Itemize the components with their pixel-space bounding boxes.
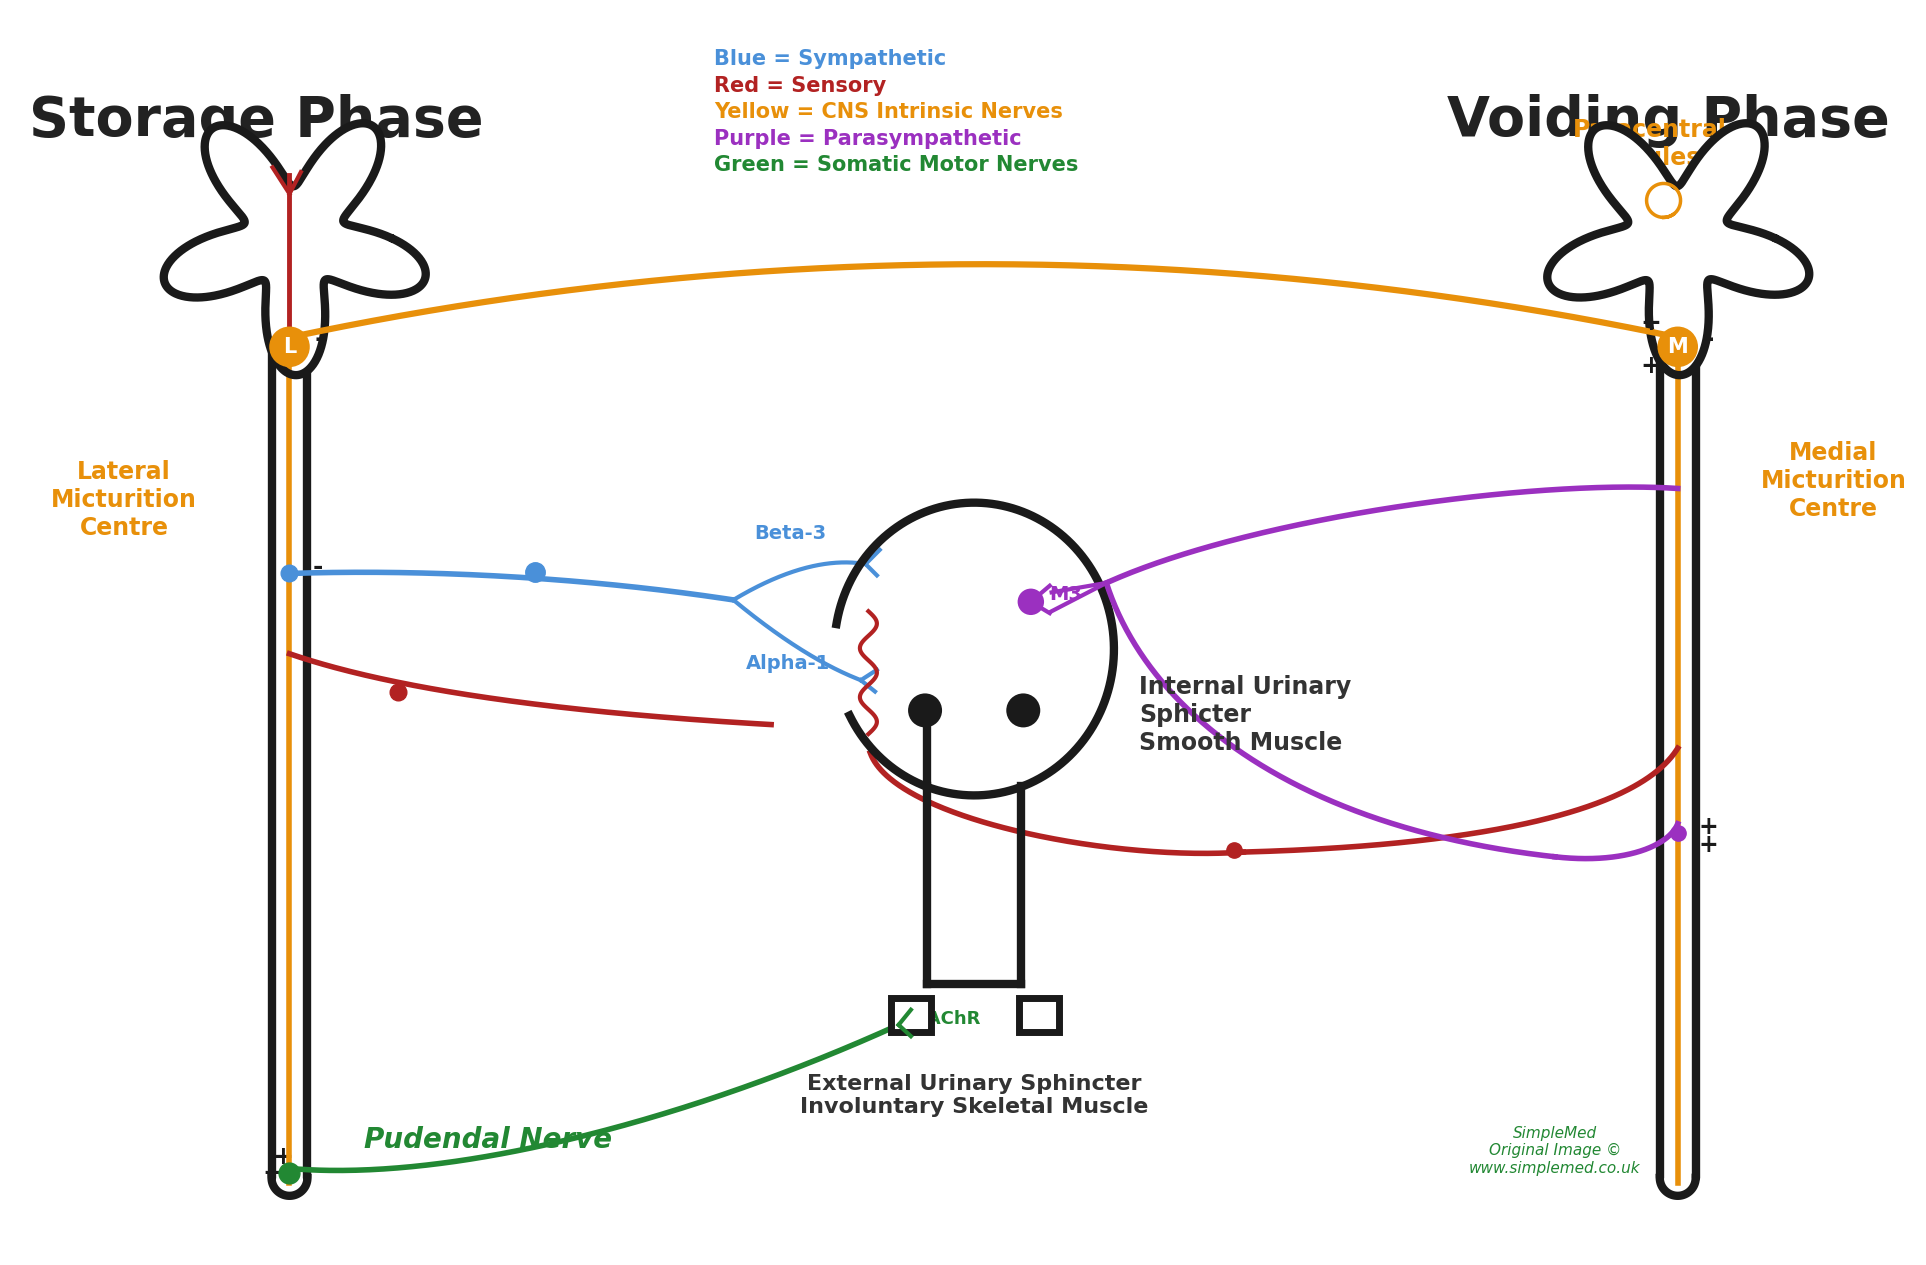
Circle shape xyxy=(1658,328,1697,366)
Text: Storage Phase: Storage Phase xyxy=(29,94,483,148)
Text: Stretch
Receptor: Stretch Receptor xyxy=(882,658,967,697)
Text: SimpleMed
Original Image ©
www.simplemed.co.uk: SimpleMed Original Image © www.simplemed… xyxy=(1470,1126,1641,1175)
Text: -: - xyxy=(312,555,322,579)
Text: nAChR: nAChR xyxy=(915,1011,980,1028)
Polygon shape xyxy=(836,502,1113,796)
Text: Pudendal Nerve: Pudendal Nerve xyxy=(364,1126,612,1154)
Text: L: L xyxy=(283,336,297,357)
Text: Yellow = CNS Intrinsic Nerves: Yellow = CNS Intrinsic Nerves xyxy=(715,102,1063,123)
Text: +: + xyxy=(1699,815,1718,839)
Polygon shape xyxy=(1547,123,1809,376)
Text: -: - xyxy=(314,325,325,353)
Circle shape xyxy=(907,693,942,727)
Text: Medial
Micturition
Centre: Medial Micturition Centre xyxy=(1760,441,1907,521)
Text: +: + xyxy=(1699,834,1718,858)
Text: M3: M3 xyxy=(1050,584,1082,603)
Polygon shape xyxy=(930,786,1019,984)
Bar xyxy=(892,998,930,1031)
Text: +: + xyxy=(1641,311,1662,335)
Text: M: M xyxy=(1668,336,1687,357)
Polygon shape xyxy=(164,123,426,376)
Text: +: + xyxy=(892,998,911,1018)
Text: +: + xyxy=(1009,581,1028,601)
Text: +: + xyxy=(272,1145,293,1169)
Circle shape xyxy=(272,328,308,366)
Text: Purple = Parasympathetic: Purple = Parasympathetic xyxy=(715,129,1023,149)
Bar xyxy=(1019,998,1059,1031)
Text: -: - xyxy=(890,540,899,564)
Text: Alpha-1: Alpha-1 xyxy=(745,654,830,673)
Circle shape xyxy=(1005,693,1040,727)
Text: +: + xyxy=(262,1161,283,1185)
Text: Red = Sensory: Red = Sensory xyxy=(715,76,886,96)
Text: Blue = Sympathetic: Blue = Sympathetic xyxy=(715,49,948,70)
Text: -: - xyxy=(1703,325,1714,353)
Text: Internal Urinary
Sphicter
Smooth Muscle: Internal Urinary Sphicter Smooth Muscle xyxy=(1140,676,1352,755)
Text: Green = Somatic Motor Nerves: Green = Somatic Motor Nerves xyxy=(715,156,1079,175)
Text: Paracentral
Lobules: Paracentral Lobules xyxy=(1572,119,1726,170)
Text: Voiding Phase: Voiding Phase xyxy=(1446,94,1889,148)
Text: Lateral
Micturition
Centre: Lateral Micturition Centre xyxy=(52,460,196,540)
Circle shape xyxy=(1017,588,1044,615)
Text: +: + xyxy=(1641,354,1662,378)
Text: Beta-3: Beta-3 xyxy=(753,524,826,543)
Text: External Urinary Sphincter
Involuntary Skeletal Muscle: External Urinary Sphincter Involuntary S… xyxy=(799,1074,1148,1117)
Text: +: + xyxy=(890,665,911,689)
